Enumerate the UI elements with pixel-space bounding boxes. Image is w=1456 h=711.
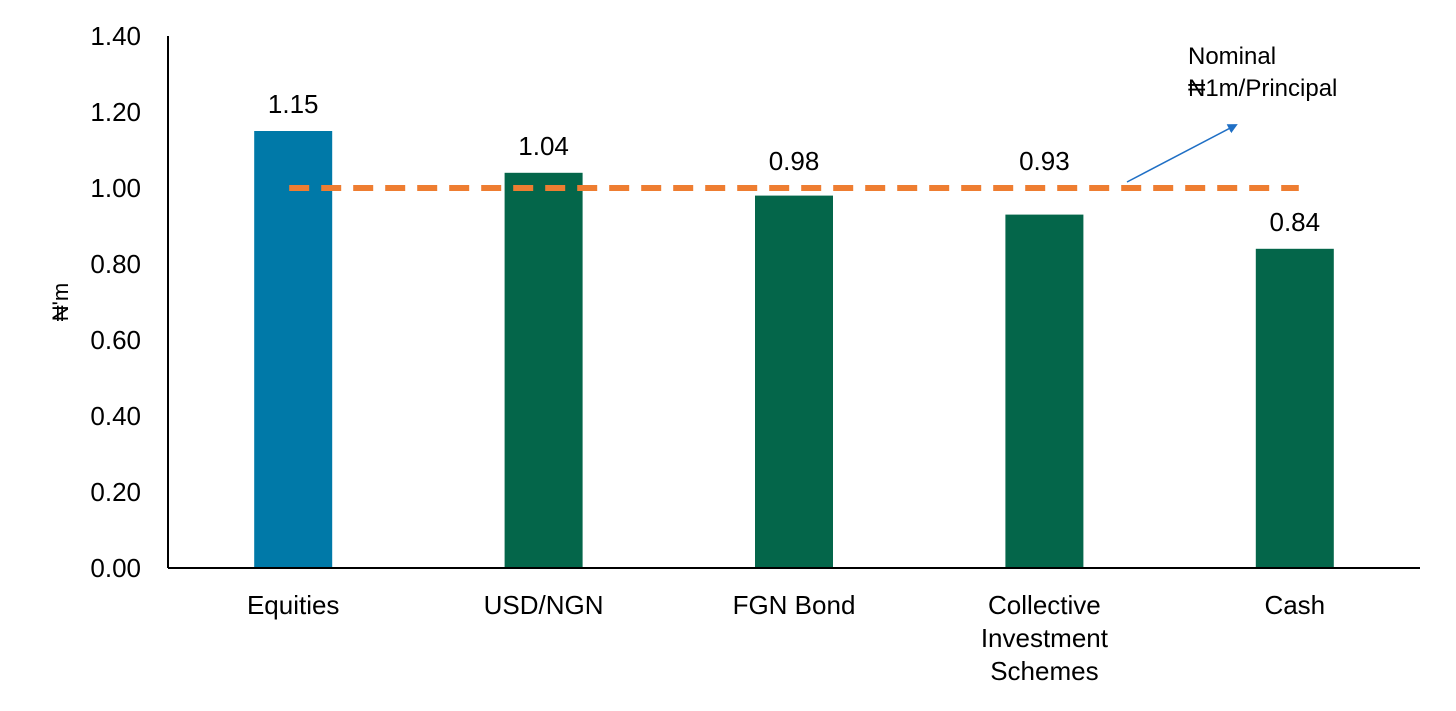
data-label: 0.84	[1269, 207, 1320, 237]
y-tick-label: 0.40	[90, 401, 141, 431]
y-tick-label: 1.40	[90, 21, 141, 51]
y-tick-label: 1.00	[90, 173, 141, 203]
data-label: 0.93	[1019, 146, 1070, 176]
x-tick-label: Equities	[247, 590, 340, 620]
bar	[1005, 214, 1084, 568]
bar	[254, 131, 333, 568]
y-tick-label: 0.80	[90, 249, 141, 279]
annotation-arrow	[1126, 124, 1238, 183]
x-tick-label: Cash	[1264, 590, 1325, 620]
y-tick-label: 0.20	[90, 477, 141, 507]
data-label: 1.15	[268, 89, 319, 119]
data-labels: 1.15 1.04 0.98 0.93 0.84	[268, 89, 1320, 237]
x-tick-label: USD/NGN	[484, 590, 604, 620]
y-axis-label: ₦'m	[48, 283, 73, 321]
annotation-nominal-principal: Nominal ₦1m/Principal	[1188, 43, 1337, 102]
x-axis-labels: Equities USD/NGN FGN Bond Collective Investm…	[247, 590, 1325, 686]
y-tick-label: 0.00	[90, 553, 141, 583]
data-label: 1.04	[518, 131, 569, 161]
bars	[254, 131, 1334, 569]
bar	[504, 172, 583, 569]
y-tick-label: 1.20	[90, 97, 141, 127]
x-tick-label: Collective Investment Schemes	[981, 590, 1109, 686]
y-axis-ticks: 0.00 0.20 0.40 0.60 0.80 1.00 1.20 1.40	[90, 21, 141, 583]
bar	[755, 195, 833, 568]
x-tick-label: FGN Bond	[733, 590, 856, 620]
y-tick-label: 0.60	[90, 325, 141, 355]
data-label: 0.98	[769, 146, 820, 176]
bar	[1255, 248, 1334, 569]
